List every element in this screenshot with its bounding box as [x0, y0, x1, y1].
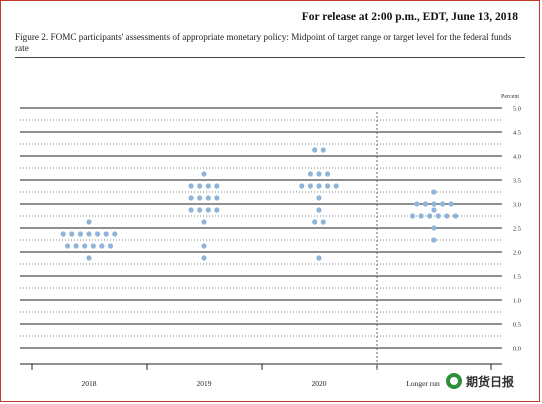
data-point — [86, 231, 92, 237]
data-point — [197, 195, 203, 201]
data-point — [307, 183, 313, 189]
data-point — [431, 201, 437, 207]
data-point — [90, 243, 96, 249]
data-point — [197, 183, 203, 189]
data-point — [448, 201, 454, 207]
data-point — [299, 183, 305, 189]
data-point — [95, 231, 101, 237]
data-point — [112, 231, 118, 237]
y-tick-label: 5.0 — [513, 106, 521, 113]
data-point — [307, 171, 313, 177]
data-point — [214, 207, 220, 213]
data-point — [440, 201, 446, 207]
data-point — [205, 183, 211, 189]
data-point — [431, 189, 437, 195]
data-point — [316, 183, 322, 189]
data-point — [431, 237, 437, 243]
data-point — [205, 195, 211, 201]
x-tick-label: Longer run — [406, 379, 440, 388]
data-point — [103, 231, 109, 237]
data-point — [452, 213, 459, 219]
data-point — [73, 243, 79, 249]
data-point — [64, 243, 71, 249]
data-point — [86, 255, 92, 261]
y-tick-label: 0.0 — [513, 346, 521, 353]
watermark-text: 期货日报 — [466, 374, 515, 389]
data-point — [205, 207, 211, 213]
data-point — [201, 219, 207, 225]
y-tick-label: 1.0 — [513, 298, 521, 305]
y-tick-label: 4.5 — [513, 130, 521, 137]
data-point — [325, 171, 331, 177]
data-point — [99, 243, 105, 249]
title-divider — [15, 57, 525, 58]
data-point — [188, 183, 194, 189]
data-point — [320, 219, 326, 225]
data-point — [333, 183, 339, 189]
watermark: 期货日报 — [443, 370, 518, 392]
y-tick-label: 0.5 — [513, 322, 521, 329]
y-tick-label: 2.5 — [513, 226, 521, 233]
data-point — [414, 201, 420, 207]
data-point — [201, 171, 207, 177]
y-tick-label: 3.0 — [513, 202, 521, 209]
x-tick-label: 2019 — [197, 379, 212, 388]
data-point — [188, 207, 194, 213]
data-point — [312, 147, 318, 153]
data-point — [325, 183, 331, 189]
data-point — [435, 213, 441, 219]
data-point — [60, 231, 66, 237]
data-point — [431, 207, 437, 213]
data-point — [418, 213, 424, 219]
data-point — [427, 213, 433, 219]
data-point — [214, 183, 220, 189]
data-point — [320, 147, 326, 153]
data-point — [197, 207, 203, 213]
data-point — [82, 243, 88, 249]
y-tick-label: 1.5 — [513, 274, 521, 281]
data-point — [214, 195, 220, 201]
data-point — [86, 219, 92, 225]
data-point — [316, 255, 322, 261]
y-tick-label: 2.0 — [513, 250, 521, 257]
data-point — [431, 225, 437, 231]
data-point — [201, 255, 207, 261]
x-tick-label: 2018 — [82, 379, 97, 388]
watermark-logo-icon — [446, 373, 462, 389]
data-point — [188, 195, 194, 201]
data-point — [312, 219, 318, 225]
data-point — [444, 213, 450, 219]
data-point — [69, 231, 75, 237]
data-point — [316, 195, 322, 201]
y-tick-label: 3.5 — [513, 178, 521, 185]
x-tick-label: 2020 — [312, 379, 327, 388]
y-tick-label: 4.0 — [513, 154, 521, 161]
data-point — [409, 213, 416, 219]
data-point — [77, 231, 83, 237]
figure-title: Figure 2. FOMC participants' assessments… — [15, 32, 512, 53]
data-point — [107, 243, 114, 249]
data-point — [422, 201, 428, 207]
data-point — [316, 171, 322, 177]
y-axis-title: Percent — [501, 94, 519, 100]
data-point — [201, 243, 207, 249]
release-notice: For release at 2:00 p.m., EDT, June 13, … — [301, 11, 518, 23]
data-point — [316, 207, 322, 213]
